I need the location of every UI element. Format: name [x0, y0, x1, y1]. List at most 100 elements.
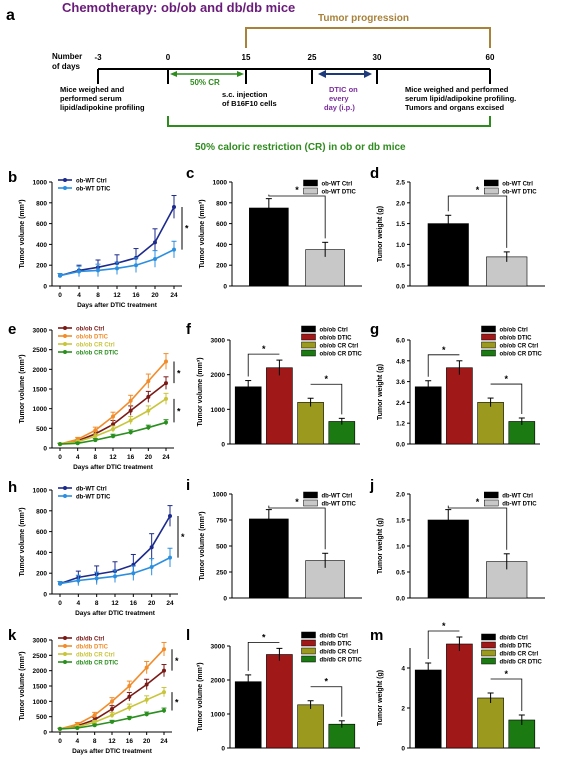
y-tick-label: 0	[43, 284, 47, 291]
x-tick-label: 16	[132, 292, 140, 299]
tumor-progression-label: Tumor progression	[318, 13, 409, 24]
y-tick-label: 600	[36, 221, 47, 228]
y-tick-label: 0	[221, 442, 225, 449]
legend-label: db/db CR DTIC	[76, 661, 119, 667]
y-tick-label: 500	[36, 714, 47, 721]
panel-letter-f: f	[186, 321, 192, 338]
x-tick-label: 4	[76, 454, 80, 461]
y-tick-label: 0.0	[396, 596, 405, 603]
significance-bracket	[247, 641, 280, 671]
legend-label: ob/ob DTIC	[320, 336, 353, 342]
legend-swatch	[301, 655, 316, 663]
x-tick-label: 4	[77, 292, 81, 299]
data-point	[164, 420, 168, 425]
legend-marker	[63, 636, 67, 640]
legend-swatch	[301, 341, 316, 349]
chart-panel-f: f 0 1000 2000 3000 Tumor volume (mm³) ob/ob Ct…	[186, 321, 362, 449]
legend-marker	[63, 350, 67, 354]
y-tick-label: 2000	[33, 668, 48, 675]
data-point	[92, 720, 97, 725]
y-tick-label: 250	[216, 570, 227, 577]
x-tick-label: 16	[126, 738, 134, 745]
legend-label: db-WT DTIC	[502, 502, 537, 508]
data-point	[172, 247, 176, 252]
significance-bracket	[427, 354, 460, 377]
significance-star: *	[181, 532, 185, 542]
y-tick-label: 2500	[33, 347, 48, 354]
legend-swatch	[481, 657, 496, 665]
x-tick-label: 12	[108, 738, 116, 745]
x-tick-label: 20	[148, 600, 156, 607]
y-tick-label: 1000	[33, 699, 48, 706]
data-point	[127, 684, 132, 688]
caloric-restriction-bracket	[167, 116, 491, 127]
legend-marker	[63, 178, 67, 182]
data-point	[162, 647, 166, 652]
data-point	[110, 713, 114, 718]
day-tick: 25	[308, 53, 317, 62]
data-point	[92, 723, 97, 728]
legend-marker	[63, 644, 67, 648]
chart-panel-g: g 0.0 1.2 2.4 3.6 4.8 6.0 Tumor weight (g) ob/ob…	[370, 321, 542, 449]
data-point	[149, 545, 154, 550]
y-tick-label: 0	[223, 284, 227, 291]
y-axis-label: Tumor volume (mm³)	[199, 199, 206, 268]
x-tick-label: 8	[96, 292, 100, 299]
left-note-line2: performed serum	[60, 94, 122, 103]
tumor-progression-bracket	[245, 27, 491, 48]
data-point	[128, 408, 133, 413]
x-tick-label: 8	[93, 738, 97, 745]
data-point	[146, 379, 151, 384]
data-point	[164, 396, 168, 401]
chart-panel-c: c 0 200 400 600 800 1000 Tumor volume (mm³) ob-W…	[186, 165, 362, 291]
bar	[234, 681, 262, 749]
legend-marker	[63, 334, 67, 338]
data-point	[58, 581, 62, 586]
legend-marker	[63, 494, 67, 498]
bar	[249, 207, 289, 287]
y-tick-label: 1.0	[396, 242, 405, 249]
significance-star: *	[324, 677, 328, 687]
data-point	[146, 425, 151, 430]
data-point	[58, 726, 62, 731]
bar	[249, 518, 289, 599]
legend-swatch	[481, 341, 496, 349]
significance-bracket	[490, 678, 523, 711]
dtic-line1: DTIC on	[329, 85, 358, 94]
bar	[234, 386, 262, 445]
data-point	[58, 442, 62, 447]
x-axis-label: Days after DTIC treatment	[75, 610, 156, 617]
injection-line2: of B16F10 cells	[222, 99, 277, 108]
x-tick-label: 0	[58, 292, 62, 299]
legend-swatch	[484, 491, 499, 499]
significance-star: *	[442, 345, 446, 355]
y-tick-label: 1.2	[396, 421, 405, 428]
chart-panel-h: h 0 200 400 600 800 1000 Tumor volume (mm³) 0 4 8 1…	[8, 479, 185, 617]
data-point	[144, 697, 149, 702]
y-tick-label: 3000	[33, 638, 48, 645]
data-point	[75, 441, 80, 446]
data-point	[110, 719, 114, 724]
data-point	[144, 665, 149, 670]
data-point	[127, 705, 132, 710]
chart-panel-d: d 0.0 0.5 1.0 1.5 2.0 2.5 Tumor weight (g) ob-WT…	[370, 165, 545, 291]
legend-label: db-WT Ctrl	[322, 494, 353, 500]
legend-swatch	[484, 499, 499, 507]
panel-letter-m: m	[370, 627, 383, 644]
legend-marker	[63, 652, 67, 656]
day-tick: -3	[94, 53, 102, 62]
day-tick: 30	[373, 53, 382, 62]
legend-swatch	[481, 333, 496, 341]
y-tick-label: 2500	[33, 653, 48, 660]
x-axis-label: Days after DTIC treatment	[72, 748, 153, 755]
x-tick-label: 12	[111, 600, 119, 607]
caloric-restriction-label: 50% caloric restriction (CR) in ob or db…	[195, 142, 406, 153]
legend-label: ob/ob CR Ctrl	[500, 344, 539, 350]
data-point	[111, 422, 115, 427]
data-point	[153, 240, 157, 245]
data-point	[96, 268, 100, 273]
data-point	[94, 576, 99, 581]
day-tick: 0	[166, 53, 171, 62]
data-point	[146, 408, 151, 413]
data-point	[110, 707, 114, 711]
